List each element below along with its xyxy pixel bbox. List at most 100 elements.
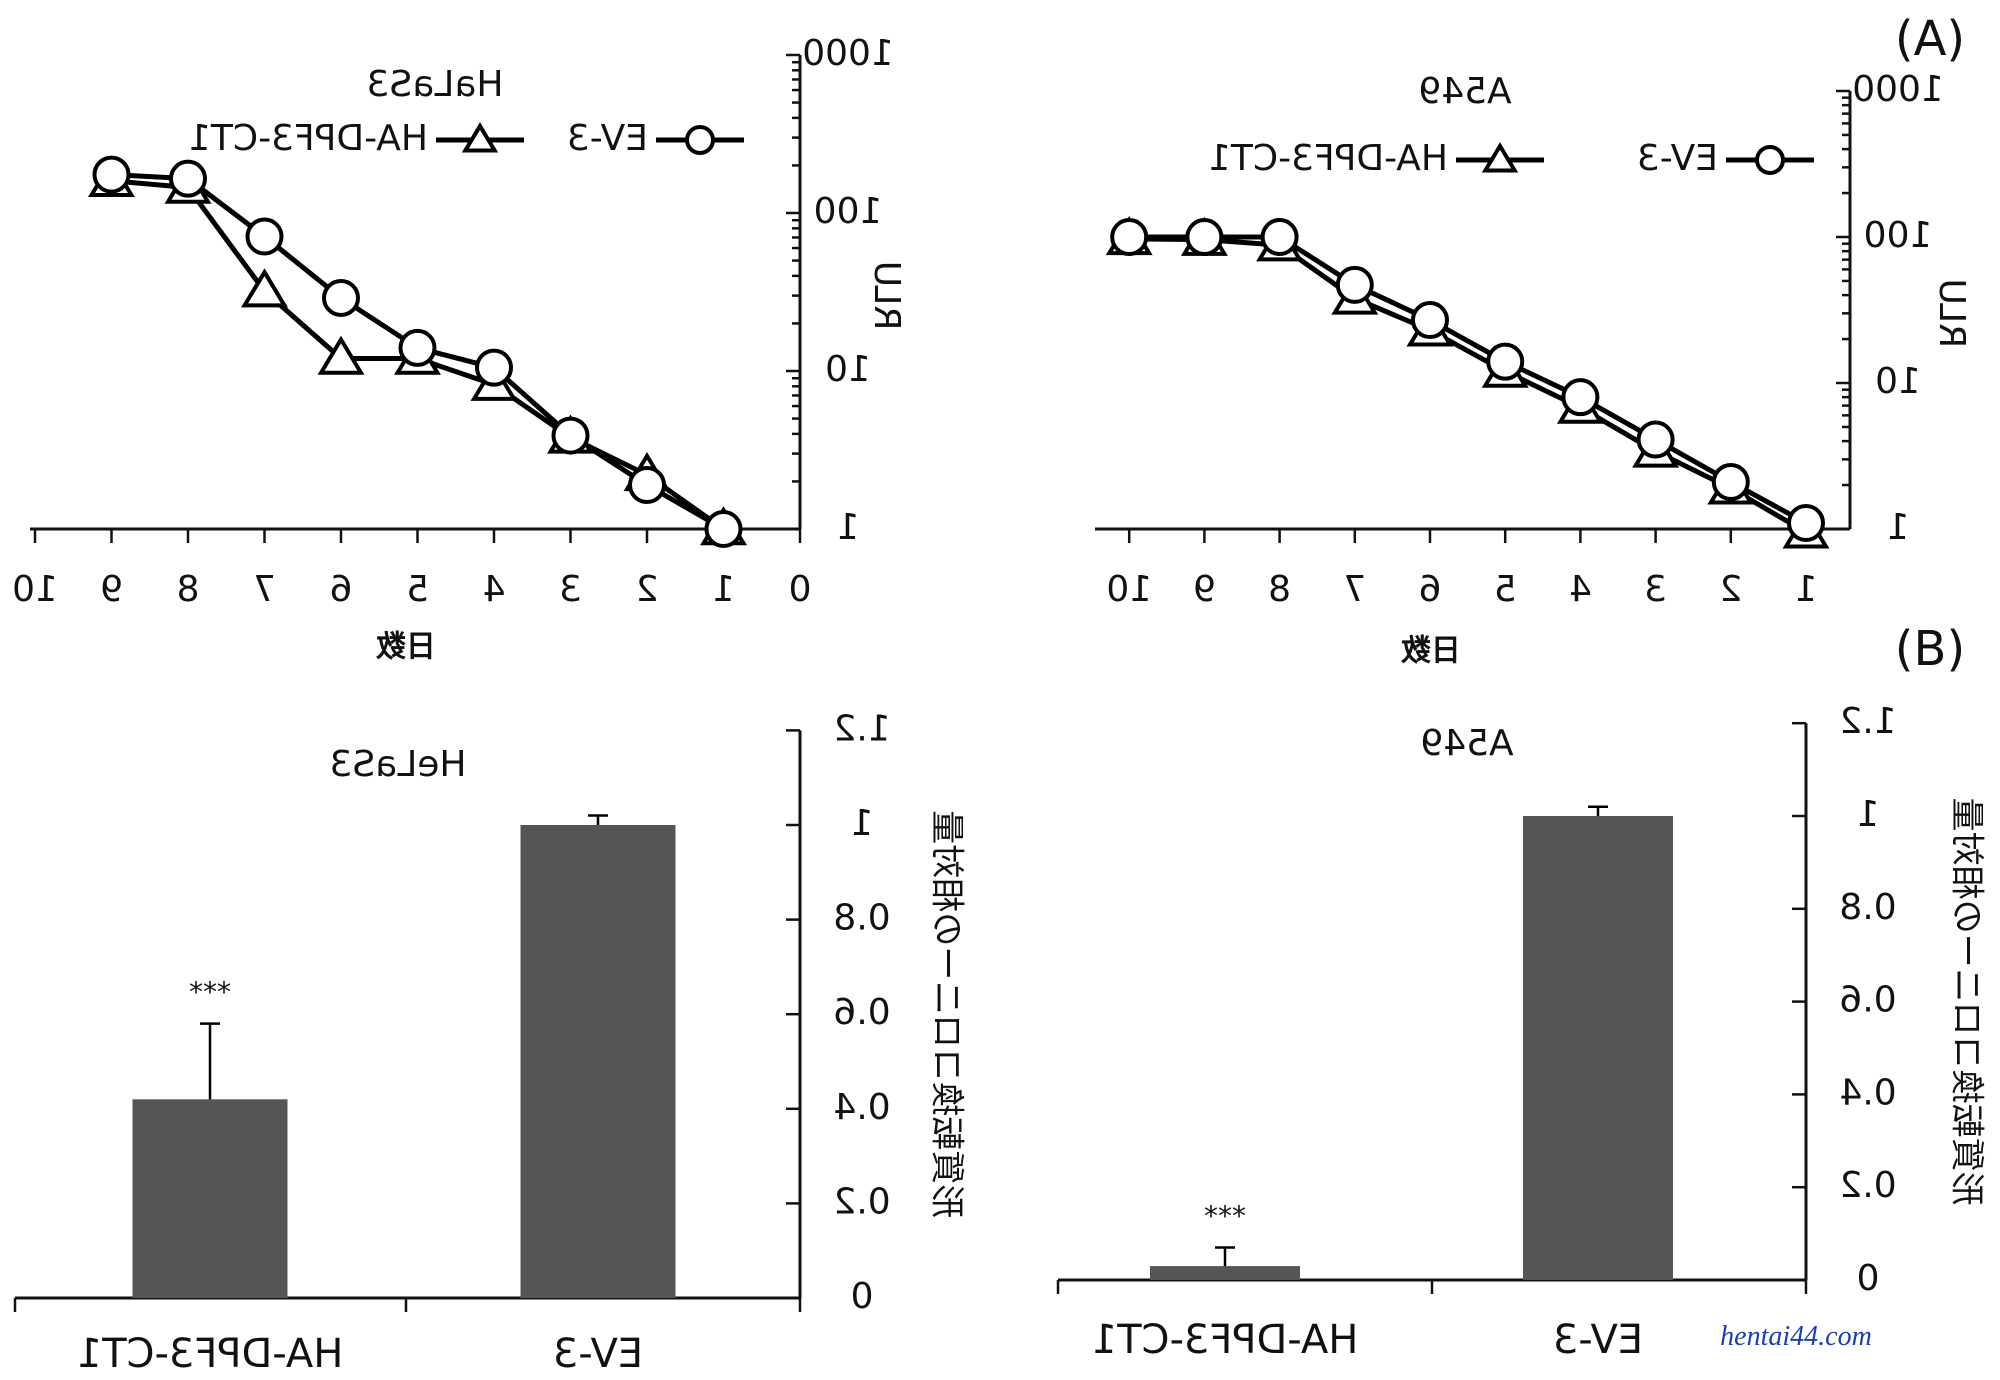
data-point-circle [322,278,360,317]
x-tick-label: 9 [100,569,123,610]
x-tick-label: 4 [483,569,506,610]
x-tick-label: 3 [1644,569,1667,610]
legend-marker-triangle [461,122,499,153]
y-tick-label: 0.6 [833,992,890,1033]
y-tick-label: 10 [1875,361,1921,402]
data-point-circle [1711,462,1750,501]
panel-label-a: (A) [1895,11,1965,67]
data-point-circle [475,348,513,387]
x-tick-label: 0 [789,569,812,610]
y-tick-label: 1000 [1852,69,1944,110]
y-tick-label: 1 [1857,794,1880,835]
data-point-circle [398,328,437,367]
y-tick-label: 1 [851,803,874,844]
x-tick-label: 7 [1343,569,1366,610]
data-point-circle [245,217,284,256]
data-point-circle [92,155,131,194]
x-tick-label: 8 [177,569,200,610]
y-tick-label: 10 [825,349,871,390]
panel-label-b: (B) [1895,621,1965,677]
x-axis-title: 日数 [1400,634,1461,669]
y-axis-title: 形質転換コロニーの相対量 [927,810,967,1218]
legend-marker-triangle [1481,142,1519,173]
data-point-triangle [317,335,365,375]
chart-colonies-a549: 0 0.2 0.4 0.6 0.8 1 1.2 EV-3 *** HA-DPF3-CT1 A549 形… [1056,701,1987,1363]
x-tick-label: 10 [1106,569,1152,610]
x-category-label: HA-DPF3-CT1 [1092,1317,1359,1363]
data-point-circle [169,159,207,198]
x-tick-label: 7 [253,569,276,610]
legend-marker-circle [1755,145,1785,175]
y-tick-label: 1.2 [833,708,890,749]
x-tick-label: 5 [406,569,429,610]
chart-rlu-a549: 1 10 100 1000 1 2 3 4 5 6 7 8 9 10 日数 RLU A549 EV-3 HA-DPF… [1095,69,1972,669]
y-tick-label: 0.2 [833,1181,890,1222]
data-point-circle [1110,218,1149,256]
x-tick-label: 10 [12,569,58,610]
x-category-label: EV-3 [553,1331,643,1377]
x-tick-label: 9 [1193,569,1216,610]
bar-ev-3 [520,825,676,1298]
significance-label: *** [1204,1200,1246,1233]
data-point-circle [1636,420,1675,459]
y-tick-label: 0.8 [1839,887,1896,928]
data-point-circle [1335,265,1374,304]
legend-label: EV-3 [1637,138,1718,179]
legend-marker-circle [685,125,715,155]
x-category-label: HA-DPF3-CT1 [77,1331,344,1377]
chart-title: A549 [1420,723,1513,764]
y-tick-label: 0.8 [833,898,890,939]
y-axis-title: RLU [1931,279,1972,349]
data-point-circle [1486,342,1525,381]
data-point-circle [704,510,743,548]
y-tick-label: 1.2 [1839,701,1896,742]
x-tick-label: 3 [559,569,582,610]
chart-rlu-helas3: 1101001000012345678910日数RLUHaLaS3EV-3HA-… [12,33,907,665]
legend-label: HA-DPF3-CT1 [1208,138,1448,179]
bar-ha-dpf3-ct1 [132,1099,288,1298]
y-tick-label: 0 [1857,1258,1880,1299]
y-tick-label: 100 [814,191,883,232]
legend-label: HA-DPF3-CT1 [188,118,428,159]
x-tick-label: 6 [1419,569,1442,610]
chart-title: A549 [1418,71,1511,112]
data-point-circle [1411,301,1449,340]
series-line-ha-dpf3-ct1 [1129,236,1808,535]
chart-title: HaLaS3 [366,64,503,105]
y-tick-label: 0.6 [1839,980,1896,1021]
x-tick-label: 4 [1569,569,1592,610]
x-category-label: EV-3 [1553,1317,1643,1363]
x-axis-title: 日数 [375,630,436,665]
data-point-circle [1185,218,1224,256]
legend-label: EV-3 [567,118,648,159]
y-tick-label: 0 [851,1276,874,1317]
y-tick-label: 0.4 [1839,1072,1896,1113]
data-point-circle [628,465,666,504]
x-tick-label: 8 [1268,569,1291,610]
chart-colonies-helas3: 0 0.2 0.4 0.6 0.8 1 1.2 EV-3 *** HA-DPF3-CT1 HeLaS… [13,708,967,1377]
y-tick-label: 0.2 [1839,1165,1896,1206]
data-point-circle [1787,503,1825,542]
series-line-ev3 [1129,234,1808,526]
y-axis-title: 形質転換コロニーの相対量 [1947,798,1987,1206]
data-point-circle [551,416,590,455]
significance-label: *** [189,976,231,1009]
bar-ev-3 [1523,816,1673,1280]
x-tick-label: 1 [712,569,735,610]
y-tick-label: 1 [1887,507,1910,548]
x-tick-label: 1 [1795,569,1818,610]
x-tick-label: 2 [636,569,659,610]
x-tick-label: 6 [330,569,353,610]
data-point-circle [1561,378,1600,417]
data-point-triangle [241,268,288,308]
watermark: hentai44.com [1720,1321,1872,1352]
y-tick-label: 0.4 [833,1087,890,1128]
y-axis-title: RLU [866,261,907,331]
data-point-circle [1260,218,1299,256]
bar-ha-dpf3-ct1 [1150,1266,1300,1280]
x-tick-label: 2 [1719,569,1742,610]
y-tick-label: 1 [837,507,860,548]
y-tick-label: 100 [1864,215,1933,256]
x-tick-label: 5 [1494,569,1517,610]
